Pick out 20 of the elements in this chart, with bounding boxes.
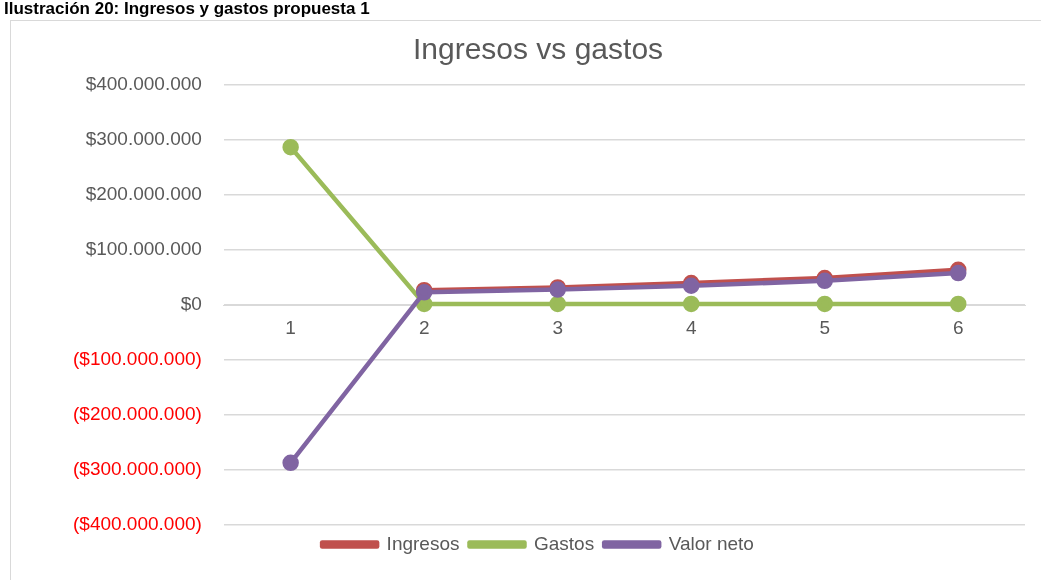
x-tick-label: 3 <box>552 316 563 338</box>
y-tick-label: ($300.000.000) <box>72 458 202 480</box>
legend-label: Gastos <box>533 532 595 554</box>
y-tick-label: $0 <box>180 293 202 315</box>
y-tick-label: $100.000.000 <box>85 238 202 260</box>
y-tick-label: $400.000.000 <box>85 73 202 95</box>
y-tick-label: ($200.000.000) <box>72 403 202 425</box>
chart-title: Ingresos vs gastos <box>412 32 664 66</box>
y-tick-label: ($100.000.000) <box>72 348 202 370</box>
text: Ilustración 20: Ingresos y gastos propuesta 1 <box>4 0 370 18</box>
y-tick-label: ($400.000.000) <box>72 513 202 535</box>
legend-label: Valor neto <box>668 532 754 554</box>
x-tick-label: 6 <box>952 316 964 338</box>
x-tick-label: 2 <box>418 316 430 338</box>
x-tick-label: 5 <box>819 316 831 338</box>
y-tick-label: $200.000.000 <box>85 183 202 205</box>
x-tick-label: 1 <box>285 316 296 338</box>
x-tick-label: 4 <box>685 316 697 338</box>
y-tick-label: $300.000.000 <box>85 128 202 150</box>
legend-label: Ingresos <box>386 532 460 554</box>
